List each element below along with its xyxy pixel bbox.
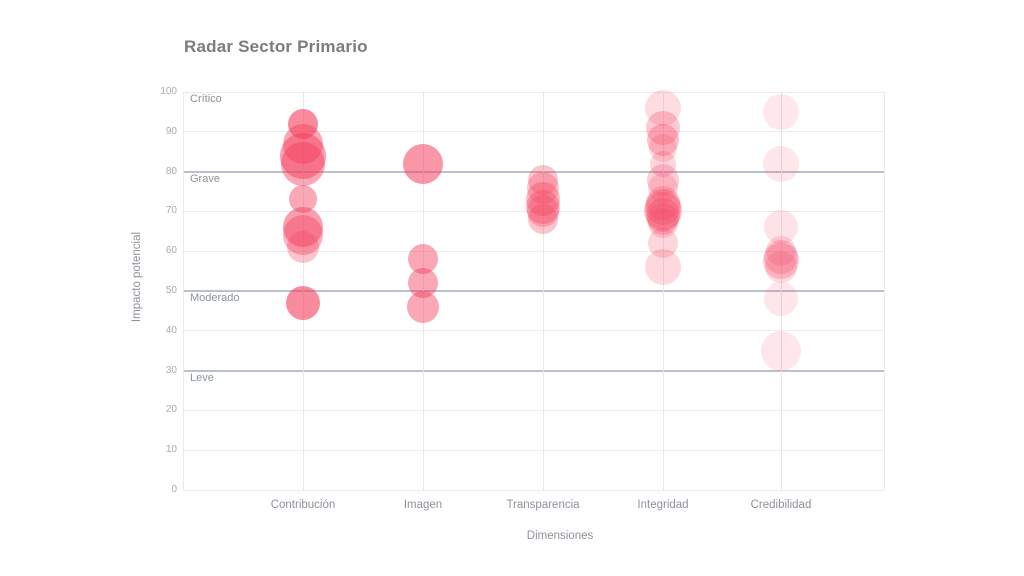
gridline-y-10	[184, 449, 884, 451]
gridline-x-2	[542, 92, 544, 490]
bubble-point[interactable]	[286, 285, 320, 320]
bubble-point[interactable]	[287, 231, 319, 264]
bubble-point[interactable]	[763, 145, 799, 182]
bubble-point[interactable]	[649, 133, 677, 162]
bubble-point[interactable]	[526, 190, 560, 225]
bubble-point[interactable]	[527, 171, 559, 204]
bubble-point[interactable]	[763, 243, 799, 280]
bubble-point[interactable]	[527, 195, 559, 228]
y-tick-label-50: 50	[165, 285, 177, 296]
annotation-crítico: Crítico	[190, 93, 222, 105]
bubble-point[interactable]	[763, 93, 799, 130]
bubble-point[interactable]	[528, 204, 558, 235]
bubble-point[interactable]	[646, 186, 680, 221]
y-tick-label-30: 30	[165, 364, 177, 376]
bubble-point[interactable]	[764, 281, 798, 316]
chart-title: Radar Sector Primario	[184, 37, 368, 56]
plot-area: Crítico Grave Moderado Leve Contribución Imag…	[183, 89, 885, 511]
bubble-point[interactable]	[646, 198, 680, 233]
gridline-y-40	[184, 330, 884, 332]
bubble-point[interactable]	[648, 208, 678, 239]
x-tick-label-3: Integridad	[637, 499, 689, 511]
bubble-point[interactable]	[647, 163, 679, 196]
y-tick-label-20: 20	[165, 404, 177, 416]
threshold-line-leve	[184, 369, 884, 372]
gridline-y-100	[184, 91, 884, 93]
bubble-point[interactable]	[645, 249, 681, 286]
bubble-point[interactable]	[764, 210, 798, 245]
bubble-point[interactable]	[407, 290, 439, 323]
bubble-point[interactable]	[765, 251, 797, 284]
gridline-y-20	[184, 409, 884, 411]
annotation-leve: Leve	[190, 371, 214, 384]
bubble-point[interactable]	[526, 182, 560, 217]
threshold-line-moderado	[184, 290, 884, 292]
y-tick-label-80: 80	[165, 165, 177, 177]
bubble-point[interactable]	[283, 215, 323, 256]
bubble-point[interactable]	[283, 207, 323, 248]
y-tick-label-0: 0	[171, 484, 177, 495]
gridline-y-90	[184, 131, 884, 133]
y-tick-label-60: 60	[165, 245, 177, 257]
bubble-point[interactable]	[647, 203, 679, 236]
bubble-point[interactable]	[650, 150, 676, 177]
y-tick-label-90: 90	[165, 125, 177, 137]
gridline-x-1	[422, 92, 424, 490]
annotation-moderado: Moderado	[190, 292, 240, 304]
x-axis-title: Dimensiones	[526, 530, 594, 542]
bubble-point[interactable]	[648, 172, 678, 203]
y-tick-label-40: 40	[165, 324, 177, 336]
bubble-point[interactable]	[280, 132, 326, 179]
y-tick-label-10: 10	[165, 444, 177, 456]
bubble-point[interactable]	[764, 240, 798, 275]
gridline-y-70	[184, 210, 884, 212]
y-tick-label-70: 70	[165, 205, 177, 217]
x-tick-label-4: Credibilidad	[750, 499, 812, 511]
bubble-point[interactable]	[408, 244, 438, 275]
bubble-point[interactable]	[766, 236, 796, 267]
gridline-x-3	[662, 92, 664, 490]
y-tick-label-100: 100	[160, 86, 177, 97]
bubble-point[interactable]	[646, 110, 680, 145]
bubble-point[interactable]	[281, 141, 325, 186]
bubble-point[interactable]	[408, 268, 438, 299]
gridline-x-4	[780, 92, 782, 490]
bubble-point[interactable]	[528, 164, 558, 195]
bubble-point[interactable]	[644, 192, 682, 231]
x-tick-label-2: Transparencia	[506, 499, 580, 511]
bubble-point[interactable]	[403, 143, 443, 184]
x-axis-line	[184, 490, 884, 491]
bubble-point[interactable]	[647, 123, 679, 156]
gridline-y-0	[184, 489, 884, 491]
bubble-point[interactable]	[645, 189, 681, 226]
gridline-y-60	[184, 250, 884, 252]
annotation-grave: Grave	[190, 172, 220, 185]
bubble-point[interactable]	[645, 89, 681, 126]
threshold-line-grave	[184, 170, 884, 173]
x-tick-label-1: Imagen	[403, 499, 443, 511]
x-tick-label-0: Contribución	[270, 499, 336, 511]
bubble-point[interactable]	[648, 228, 678, 259]
bubble-point[interactable]	[761, 330, 801, 371]
